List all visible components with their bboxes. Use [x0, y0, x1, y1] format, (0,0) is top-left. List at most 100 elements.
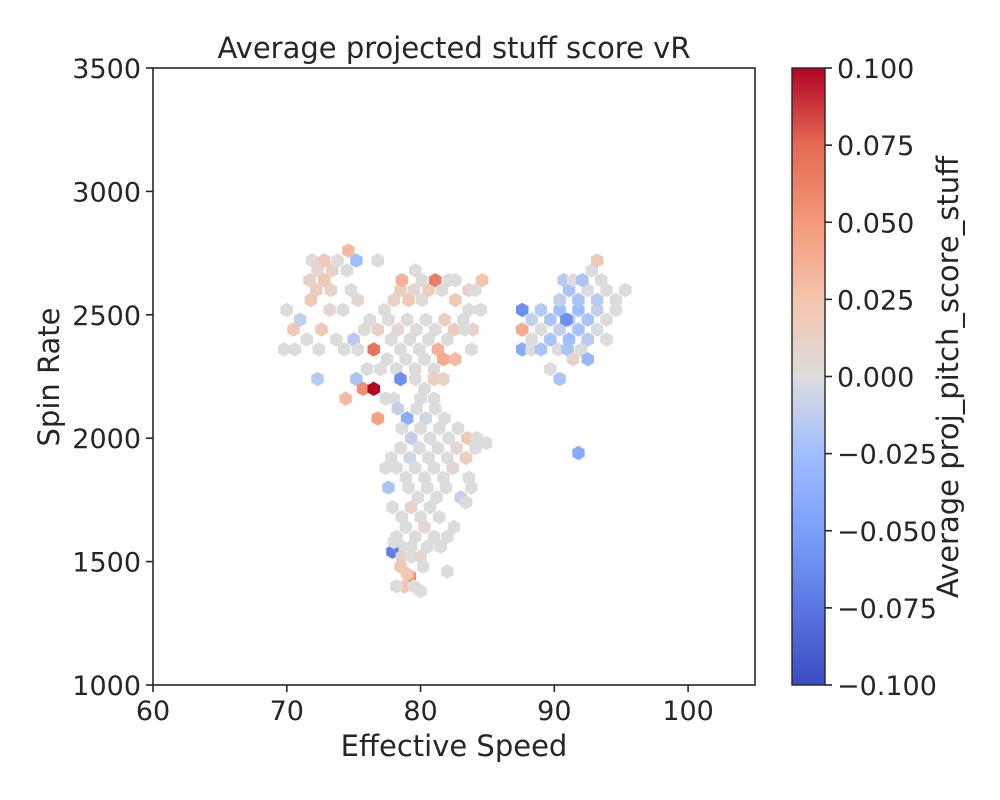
hexbin-cell [574, 342, 588, 357]
hexbin-cell [400, 411, 414, 426]
hexbin-cell [560, 312, 573, 327]
hexbin-cell [449, 352, 462, 367]
hexbin-cell [450, 440, 463, 456]
hexbin-cell [609, 302, 623, 318]
hexbin-cell [435, 282, 449, 298]
hexbin-cell [342, 243, 355, 258]
hexbin-cell [418, 352, 431, 367]
hexbin-cell [315, 322, 328, 337]
x-tick-label: 70 [270, 696, 304, 727]
hexbin-cell [409, 263, 422, 278]
hexbin-cell [402, 292, 415, 308]
hexbin-cell [572, 302, 585, 318]
hexbin-cell [544, 332, 557, 347]
hexbin-cell [590, 322, 604, 337]
colorbar-tick-label: 0.100 [837, 54, 914, 85]
x-tick-label: 90 [537, 696, 571, 727]
hexbin-cell [358, 322, 371, 337]
hexbin-cell [293, 312, 307, 327]
hexbin-cell [414, 584, 427, 599]
hexbin-cell [410, 401, 423, 416]
hexbin-cell [438, 312, 451, 327]
hexbin-cell [418, 519, 431, 535]
hexbin-cell [363, 312, 376, 327]
hexbin-cell [600, 312, 613, 327]
hexbin-cell [394, 282, 407, 298]
hexbin-cell [380, 352, 394, 367]
hexbin-cell [350, 253, 363, 268]
hexbin-cell [411, 490, 425, 505]
hexbin-cell [386, 500, 399, 515]
hexbin-cell [410, 322, 423, 337]
hexbin-cell [590, 302, 604, 318]
colorbar-tick-label: 0.025 [837, 285, 914, 316]
hexbin-cell [391, 401, 404, 416]
hexbin-cell [409, 361, 422, 377]
hexbin-cell [340, 263, 354, 278]
hexbin-cell [374, 361, 387, 377]
hexbin-cell [469, 282, 482, 298]
hexbin-cell [581, 282, 594, 298]
hexbin-cell [562, 332, 576, 347]
hexbin-cell [384, 332, 398, 347]
hexbin-cell [312, 342, 326, 357]
hexbin-cell [459, 450, 473, 466]
hexbin-cell [534, 302, 548, 318]
hexbin-cell [379, 460, 392, 475]
hexbin-cell [590, 253, 604, 268]
y-tick-label: 2500 [72, 301, 141, 332]
hexbin-cell [300, 332, 314, 347]
hexbin-cell [465, 342, 478, 357]
hexbin-cell [441, 564, 454, 579]
hexbin-cell [423, 500, 437, 515]
hexbin-cell [415, 292, 429, 308]
hexbin-cell [409, 460, 422, 475]
hexbin-cell [441, 450, 454, 466]
hexbin-cell [310, 282, 323, 298]
hexbin-cell [437, 352, 450, 367]
hexbin-cell [351, 342, 364, 357]
hexbin-cell [427, 391, 441, 406]
x-tick-label: 100 [662, 696, 714, 727]
hexbin-cell [516, 342, 529, 357]
hexbin-cell [581, 312, 594, 327]
hexbin-cell [422, 450, 435, 466]
hexbin-cell [438, 411, 451, 426]
hexbin-cell [430, 490, 443, 505]
hexbin-cell [394, 342, 407, 357]
hexbin-cell [367, 342, 380, 357]
hexbin-cell [516, 322, 529, 337]
hexbin-cell [427, 460, 441, 475]
hexbin-cell [594, 273, 608, 288]
hexbin-cell [326, 263, 339, 278]
hexbin-cell [447, 519, 461, 535]
hexbin-cell [394, 440, 407, 456]
hexbin-cell [544, 312, 557, 327]
hexbin-cell [433, 421, 446, 436]
y-tick-label: 3500 [72, 54, 141, 85]
hexbin-cell [382, 480, 395, 495]
hexbin-cell [600, 332, 613, 347]
hexbin-cell [351, 292, 364, 308]
hexbin-cell [391, 322, 404, 337]
colorbar-tick-label: −0.100 [837, 671, 937, 702]
hexbin-cell [553, 371, 566, 387]
hexbin-cell [356, 381, 370, 396]
hexbin-cell [534, 322, 548, 337]
hexbin-cell [280, 302, 293, 318]
chart-title: Average projected stuff score vR [218, 31, 691, 65]
hexbin-cell [462, 302, 475, 318]
hexbin-cell [461, 431, 474, 446]
hexbin-cell [402, 480, 415, 495]
hexbin-cell [324, 282, 338, 298]
hexbin-cell [371, 411, 384, 426]
hexbin-cell [395, 549, 409, 564]
hexbin-cell [405, 500, 418, 515]
hexbin-cell [405, 539, 418, 554]
hexbin-cell [400, 312, 414, 327]
hexbin-cell [590, 292, 604, 308]
hexbin-cell [394, 371, 407, 387]
hexbin-cell [336, 302, 350, 318]
colorbar-tick-label: −0.050 [837, 517, 937, 548]
